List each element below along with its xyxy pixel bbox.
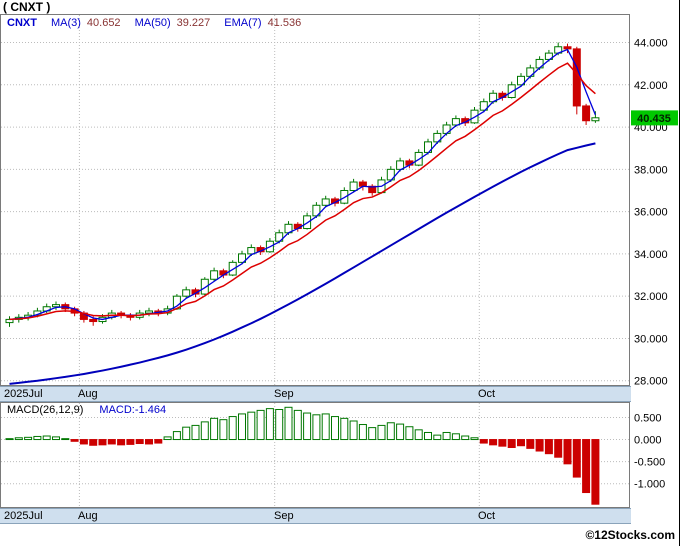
symbol-label: CNXT [7,17,37,29]
svg-text:34.000: 34.000 [634,249,668,261]
svg-text:38.000: 38.000 [634,164,668,176]
svg-text:0.000: 0.000 [634,435,662,447]
month-label: Oct [478,510,496,522]
svg-text:40.435: 40.435 [637,113,671,125]
month-label: Aug [78,510,98,522]
ma3-legend-item: MA(3) 40.652 [51,17,121,29]
svg-text:36.000: 36.000 [634,207,668,219]
svg-text:42.000: 42.000 [634,80,668,92]
ma50-label: MA(50) [134,17,171,29]
copyright: ©12Stocks.com [585,528,675,542]
month-label: Sep [274,510,294,522]
svg-text:44.000: 44.000 [634,38,668,50]
month-label: 2025Jul [4,510,43,522]
month-label: 2025Jul [4,388,43,400]
month-label: Oct [478,388,496,400]
svg-text:-0.500: -0.500 [634,457,665,469]
ma50-value: 39.227 [176,17,211,29]
svg-text:0.500: 0.500 [634,412,662,424]
macd-legend: MACD(26,12,9) MACD:-1.464 [7,404,166,416]
ema7-value: 41.536 [267,17,302,29]
x-axis-strip-macd: 2025Jul Aug Sep Oct [0,508,631,524]
price-chart-svg: 44.00042.00040.00038.00036.00034.00032.0… [0,14,678,386]
chart-legend: CNXT MA(3) 40.652 MA(50) 39.227 EMA(7) 4… [7,17,301,29]
svg-text:30.000: 30.000 [634,333,668,345]
ema7-legend-item: EMA(7) 41.536 [224,17,301,29]
ma3-label: MA(3) [50,17,81,29]
svg-text:-1.000: -1.000 [634,479,665,491]
month-label: Aug [78,388,98,400]
macd-chart-svg: 0.500 0.000 -0.500 -1.000 [0,402,665,508]
ma3-value: 40.652 [86,17,121,29]
macd-params-label: MACD(26,12,9) [7,404,84,416]
x-axis-strip-main: 2025Jul Aug Sep Oct [0,386,631,402]
page-title: ( CNXT ) [3,0,51,14]
macd-value-label: MACD:-1.464 [99,404,167,416]
ema7-label: EMA(7) [224,17,262,29]
svg-text:28.000: 28.000 [634,376,668,386]
ma50-legend-item: MA(50) 39.227 [135,17,211,29]
svg-text:32.000: 32.000 [634,291,668,303]
month-label: Sep [274,388,294,400]
